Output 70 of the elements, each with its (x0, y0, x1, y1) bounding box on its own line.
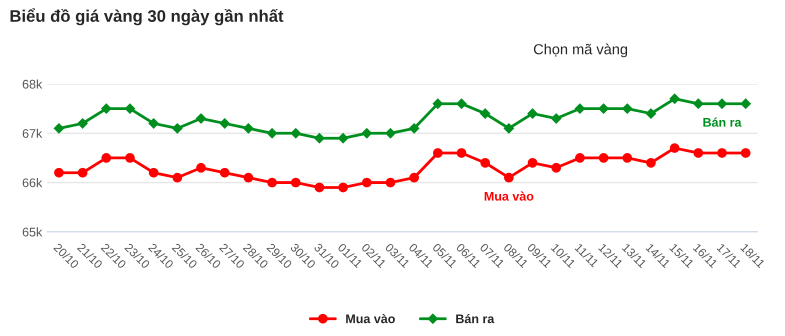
point (480, 108, 490, 119)
point (244, 172, 254, 182)
point (54, 168, 64, 178)
point (172, 123, 182, 134)
point (527, 108, 538, 119)
point (267, 178, 277, 188)
point (125, 153, 135, 163)
y-tick-label: 65k (22, 227, 42, 236)
legend-label: Mua vào (346, 314, 395, 324)
point (266, 128, 278, 138)
point (362, 178, 372, 188)
point (622, 153, 632, 163)
point (432, 98, 443, 109)
point (78, 168, 88, 178)
point (386, 178, 396, 188)
point (314, 133, 325, 144)
point (551, 162, 562, 173)
point (290, 178, 301, 188)
point (314, 182, 324, 192)
point (101, 104, 112, 114)
point (480, 158, 490, 168)
point (243, 123, 254, 134)
point (385, 128, 396, 138)
point (196, 162, 206, 173)
point (670, 94, 680, 104)
point (172, 172, 182, 182)
point (338, 133, 348, 144)
point (740, 148, 751, 158)
point (646, 158, 656, 168)
point (409, 123, 420, 134)
point (717, 148, 727, 158)
point (670, 143, 680, 153)
point (338, 182, 348, 192)
point (220, 168, 230, 178)
point (551, 113, 562, 124)
annotation: Bán ra (703, 117, 742, 127)
point (646, 108, 656, 119)
point (575, 153, 585, 163)
point (693, 98, 704, 109)
point (622, 104, 632, 114)
point (598, 153, 608, 163)
point (78, 118, 88, 129)
point (409, 172, 420, 182)
point (740, 98, 751, 109)
point (432, 148, 443, 158)
point (148, 118, 159, 129)
point (196, 113, 206, 124)
annotation: Mua vào (484, 191, 534, 201)
point (598, 104, 609, 114)
point (456, 98, 467, 109)
y-tick-label: 68k (22, 79, 42, 89)
legend-label: Bán ra (456, 314, 494, 324)
point (456, 148, 466, 158)
point (290, 128, 301, 138)
point (716, 98, 728, 109)
point (362, 128, 372, 138)
point (54, 123, 64, 134)
point (693, 148, 704, 158)
y-tick-label: 66k (22, 178, 42, 188)
point (148, 168, 159, 178)
text: Chọn mã vàng (534, 44, 628, 58)
point (528, 158, 538, 168)
chart-title: Biểu đồ giá vàng 30 ngày gần nhất (10, 8, 284, 26)
point (124, 104, 136, 114)
point (504, 123, 514, 134)
point (504, 172, 514, 182)
point (574, 104, 586, 114)
y-tick-label: 67k (22, 128, 42, 138)
point (220, 118, 230, 129)
point (101, 153, 112, 163)
